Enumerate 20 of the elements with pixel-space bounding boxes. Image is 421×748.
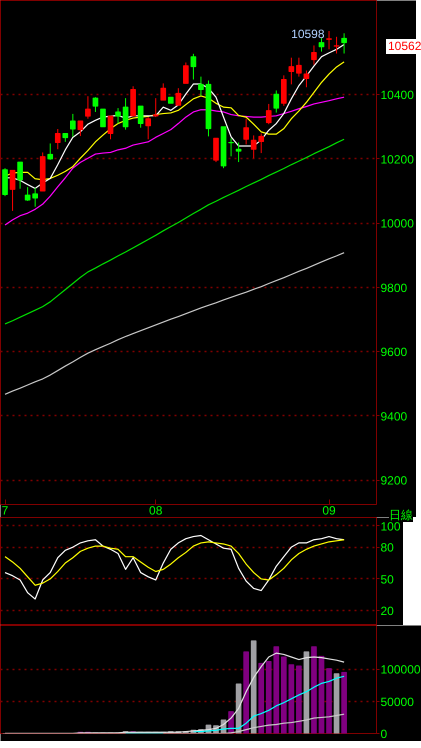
y-tick-label: 80 bbox=[380, 540, 394, 555]
y-tick-label: 10000 bbox=[380, 216, 414, 231]
text: 10562 bbox=[388, 39, 421, 54]
x-tick-label: 09 bbox=[322, 504, 336, 518]
y-tick-label: 9600 bbox=[380, 345, 408, 360]
text: 日線 bbox=[389, 508, 413, 522]
y-tick-label: 9200 bbox=[380, 474, 408, 488]
y-tick-label: 10200 bbox=[380, 152, 414, 166]
y-tick-label: 10400 bbox=[380, 88, 414, 102]
y-tick-label: 9400 bbox=[380, 409, 408, 424]
y-tick-label: 100000 bbox=[380, 662, 421, 677]
y-tick-label: 20 bbox=[380, 604, 394, 618]
y-tick-label: 0 bbox=[380, 727, 388, 741]
x-tick-label: 7 bbox=[2, 504, 9, 518]
x-tick-label: 08 bbox=[149, 504, 163, 518]
y-tick-label: 100 bbox=[380, 519, 401, 534]
annotation: 10598 bbox=[291, 27, 325, 42]
y-tick-label: 9800 bbox=[380, 280, 408, 295]
y-tick-label: 50000 bbox=[380, 694, 414, 709]
y-tick-label: 50 bbox=[380, 572, 394, 586]
